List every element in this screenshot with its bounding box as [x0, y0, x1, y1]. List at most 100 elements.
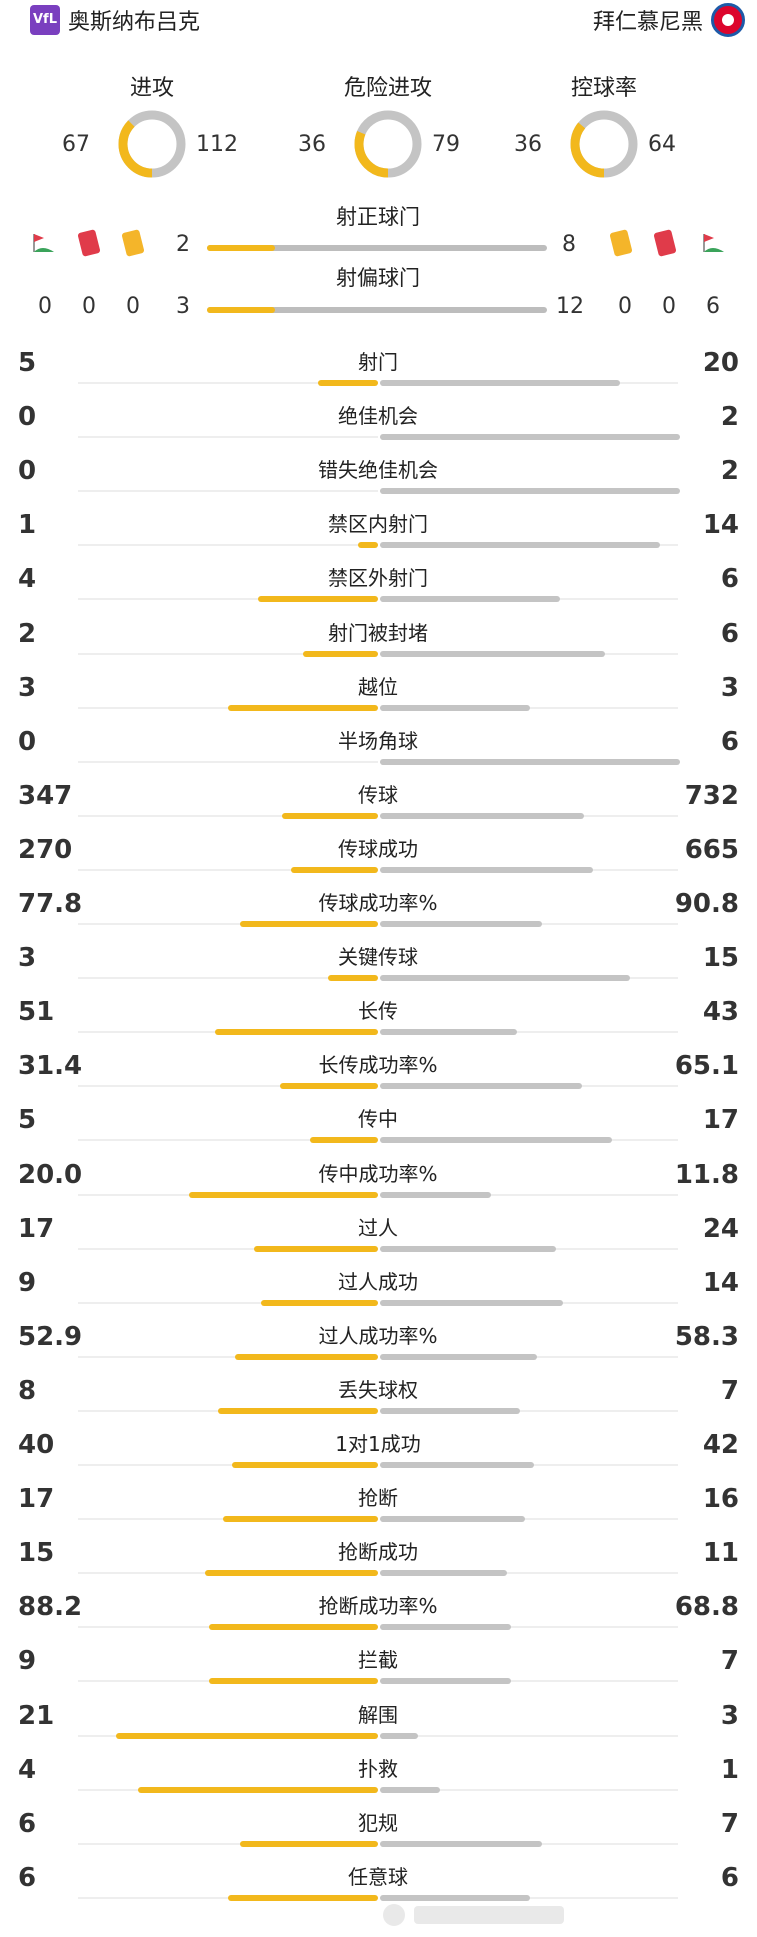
stat-label: 越位 [358, 674, 398, 699]
stat-home-value: 17 [18, 1213, 55, 1244]
stat-label: 传球 [358, 782, 398, 807]
red-card-icon [653, 229, 677, 257]
stat-home-value: 5 [18, 348, 37, 378]
ring-title: 进攻 [129, 76, 174, 101]
stat-label: 长传成功率% [318, 1053, 438, 1078]
stat-away-value: 90.8 [674, 889, 739, 919]
stat-away-value: 7 [720, 1375, 739, 1406]
stat-away-bar [380, 1137, 612, 1144]
stat-home-bar [138, 1786, 378, 1793]
stat-away-value: 17 [702, 1105, 739, 1136]
stat-away-track [380, 1788, 678, 1791]
stat-row: 31.4 长传成功率% 65.1 [0, 1043, 757, 1097]
stat-row: 6 犯规 7 [0, 1801, 757, 1855]
shots-on-bar-track [207, 245, 547, 251]
shots-off-target-label: 射偏球门 [336, 266, 420, 290]
stat-away-value: 14 [702, 1267, 739, 1298]
stat-away-bar [380, 866, 594, 873]
stat-home-bar [239, 1840, 378, 1847]
stat-home-bar [209, 1624, 378, 1631]
stat-away-bar [380, 380, 620, 386]
stat-away-value: 2 [720, 456, 739, 487]
stat-away-value: 7 [720, 1808, 739, 1839]
shots-on-bar-fill [207, 245, 275, 251]
stat-away-value: 16 [702, 1484, 739, 1515]
stat-home-value: 31.4 [18, 1051, 83, 1082]
stat-away-value: 6 [720, 618, 739, 649]
stat-away-value: 11.8 [674, 1159, 739, 1190]
stat-row: 40 1对1成功 42 [0, 1422, 757, 1476]
stat-label: 犯规 [358, 1810, 398, 1835]
stat-row: 9 过人成功 14 [0, 1260, 757, 1314]
away-team-name: 拜仁慕尼黑 [592, 10, 703, 35]
watermark-icon [383, 1904, 564, 1926]
stat-row: 15 抢断成功 11 [0, 1530, 757, 1584]
stat-away-bar [380, 812, 584, 819]
stat-away-value: 3 [720, 1700, 739, 1731]
stat-home-value: 3 [18, 672, 37, 703]
stat-label: 射门被封堵 [328, 620, 428, 645]
stat-home-value: 1 [18, 510, 37, 541]
stat-home-value: 4 [18, 564, 37, 595]
stat-home-bar [280, 1083, 378, 1090]
stat-row: 1 禁区内射门 14 [0, 502, 757, 556]
stat-away-bar [380, 921, 542, 927]
stat-home-value: 6 [18, 1862, 37, 1893]
stat-home-track [78, 436, 378, 439]
away-team-header: 拜仁慕尼黑 [592, 3, 745, 37]
stat-label: 过人成功率% [318, 1323, 438, 1348]
stat-row: 77.8 传球成功率% 90.8 [0, 881, 757, 935]
stat-away-track [380, 1572, 678, 1575]
ring-away-value: 112 [196, 132, 238, 157]
stat-label: 禁区内射门 [328, 512, 428, 537]
stat-home-track [78, 1842, 378, 1845]
stat-home-bar [115, 1732, 378, 1739]
shots-off-home-value: 3 [176, 294, 190, 319]
stat-away-bar [380, 1245, 556, 1252]
stat-home-value: 9 [18, 1646, 37, 1677]
stat-away-bar [380, 1894, 530, 1901]
stat-label: 抢断成功率% [318, 1594, 438, 1619]
shots-off-bar-fill [207, 307, 275, 313]
stat-away-bar [380, 1678, 512, 1685]
ring-chart [354, 110, 422, 178]
stat-row: 0 绝佳机会 2 [0, 394, 757, 448]
ring-chart [118, 110, 186, 178]
stat-away-bar [380, 1083, 583, 1090]
ring-home-value: 36 [298, 132, 326, 157]
corner-flag-icon [703, 234, 724, 252]
stat-away-bar [380, 1462, 534, 1468]
home-team-logo: VfL [30, 5, 60, 35]
stat-away-value: 65.1 [674, 1051, 739, 1082]
stat-home-bar [218, 1407, 378, 1414]
stat-away-value: 6 [720, 726, 739, 757]
stat-row: 88.2 抢断成功率% 68.8 [0, 1584, 757, 1638]
stat-away-bar [380, 1732, 418, 1739]
stat-away-track [380, 1409, 678, 1412]
stat-home-track [78, 923, 378, 925]
shots-off-away-value: 12 [556, 294, 584, 319]
shots-off-bar-track [207, 307, 547, 313]
stat-home-bar [318, 380, 378, 386]
stat-row: 0 半场角球 6 [0, 719, 757, 773]
stat-home-bar [281, 812, 378, 819]
stat-label: 射门 [358, 350, 398, 374]
red-card-icon [77, 229, 101, 257]
stat-home-track [78, 1247, 378, 1250]
stat-label: 半场角球 [338, 728, 418, 753]
stat-row: 4 扑救 1 [0, 1747, 757, 1801]
stat-away-bar [380, 1191, 492, 1198]
stat-home-bar [239, 921, 378, 927]
stat-label: 错失绝佳机会 [318, 458, 438, 483]
stat-home-track [78, 652, 378, 655]
stat-label: 任意球 [348, 1864, 408, 1889]
stat-home-value: 3 [18, 943, 37, 974]
stat-row: 270 传球成功 665 [0, 827, 757, 881]
home-yellow-cards-value: 0 [126, 294, 140, 319]
stat-label: 1对1成功 [335, 1432, 421, 1456]
stat-home-bar [204, 1570, 378, 1577]
home-red-cards-value: 0 [82, 294, 96, 319]
stat-label: 禁区外射门 [328, 566, 428, 591]
stat-label: 丢失球权 [338, 1377, 418, 1402]
stat-away-value: 6 [720, 1862, 739, 1893]
